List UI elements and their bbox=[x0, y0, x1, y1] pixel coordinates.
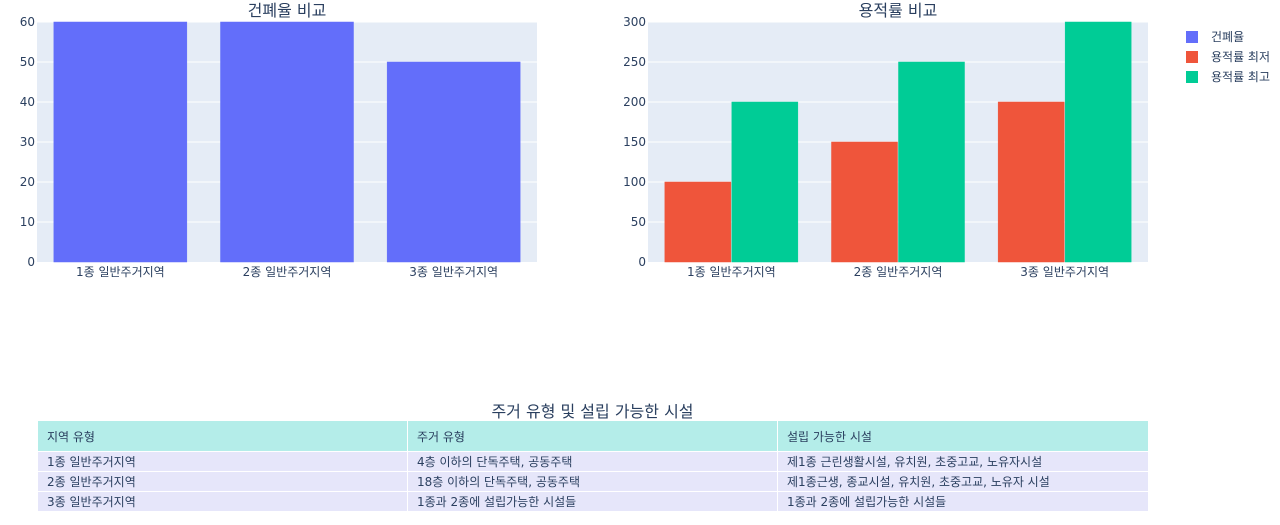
y-tick-label: 20 bbox=[20, 175, 35, 189]
y-tick-label: 200 bbox=[623, 95, 646, 109]
table-cell: 2종 일반주거지역 bbox=[37, 471, 408, 492]
header-cell: 주거 유형 bbox=[407, 420, 778, 452]
header-cell: 지역 유형 bbox=[37, 420, 408, 452]
x-tick-label: 1종 일반주거지역 bbox=[687, 265, 776, 279]
table-row: 1종 일반주거지역 4층 이하의 단독주택, 공동주택 제1종 근린생활시설, … bbox=[37, 451, 1149, 472]
table-cell: 3종 일반주거지역 bbox=[37, 491, 408, 512]
bar bbox=[664, 181, 732, 263]
x-axis-ticks: 1종 일반주거지역 2종 일반주거지역 3종 일반주거지역 bbox=[687, 265, 1109, 279]
table-cell: 1종과 2종에 설립가능한 시설들 bbox=[407, 491, 778, 512]
table-cell: 제1종 근린생활시설, 유치원, 초중고교, 노유자시설 bbox=[777, 451, 1149, 472]
chart-coverage-ratio: 0 10 20 30 40 50 60 1종 일반주거지역 2종 일반주거지역 3종 일반주거지… bbox=[20, 1, 537, 279]
chart-floor-area-ratio: 0 50 100 150 200 250 300 1종 일반주거지역 2종 일반주거지역 3종 … bbox=[623, 1, 1148, 279]
y-tick-label: 10 bbox=[20, 215, 35, 229]
bar bbox=[220, 21, 354, 263]
legend-item-label[interactable]: 건폐율 bbox=[1211, 30, 1244, 44]
table-row: 2종 일반주거지역 18층 이하의 단독주택, 공동주택 제1종근생, 종교시설… bbox=[37, 471, 1149, 492]
bar bbox=[997, 101, 1065, 263]
x-tick-label: 3종 일반주거지역 bbox=[409, 265, 498, 279]
bar bbox=[386, 61, 521, 263]
y-tick-label: 300 bbox=[623, 15, 646, 29]
x-tick-label: 2종 일반주거지역 bbox=[854, 265, 943, 279]
table-cell: 1종 일반주거지역 bbox=[37, 451, 408, 472]
y-tick-label: 150 bbox=[623, 135, 646, 149]
y-tick-label: 40 bbox=[20, 95, 35, 109]
table-cell: 제1종근생, 종교시설, 유치원, 초중고교, 노유자 시설 bbox=[777, 471, 1149, 492]
bars bbox=[664, 21, 1132, 263]
x-tick-label: 3종 일반주거지역 bbox=[1020, 265, 1109, 279]
bar bbox=[831, 141, 898, 263]
y-tick-label: 100 bbox=[623, 175, 646, 189]
legend-item-label[interactable]: 용적률 최저 bbox=[1211, 50, 1270, 64]
legend-swatch[interactable] bbox=[1186, 51, 1198, 63]
legend-swatch[interactable] bbox=[1186, 71, 1198, 83]
charts-canvas: 0 10 20 30 40 50 60 1종 일반주거지역 2종 일반주거지역 3종 일반주거지… bbox=[20, 1, 1270, 279]
x-tick-label: 2종 일반주거지역 bbox=[243, 265, 332, 279]
table-title: 주거 유형 및 설립 가능한 시설 bbox=[491, 402, 694, 421]
y-tick-label: 0 bbox=[638, 255, 646, 269]
bar bbox=[53, 21, 188, 263]
legend-swatch[interactable] bbox=[1186, 31, 1198, 43]
bars bbox=[53, 21, 521, 263]
y-axis-ticks: 0 10 20 30 40 50 60 bbox=[20, 15, 35, 269]
y-tick-label: 250 bbox=[623, 55, 646, 69]
bar bbox=[1064, 21, 1132, 263]
y-tick-label: 30 bbox=[20, 135, 35, 149]
chart-title: 용적률 비교 bbox=[859, 1, 938, 20]
x-tick-label: 1종 일반주거지역 bbox=[76, 265, 165, 279]
chart-title: 건폐율 비교 bbox=[248, 1, 327, 20]
y-tick-label: 60 bbox=[20, 15, 35, 29]
y-tick-label: 50 bbox=[20, 55, 35, 69]
zoning-table: 지역 유형 주거 유형 설립 가능한 시설 1종 일반주거지역 4층 이하의 단… bbox=[37, 420, 1149, 512]
header-cell: 설립 가능한 시설 bbox=[777, 420, 1149, 452]
y-tick-label: 50 bbox=[631, 215, 646, 229]
table-cell: 18층 이하의 단독주택, 공동주택 bbox=[407, 471, 778, 492]
x-axis-ticks: 1종 일반주거지역 2종 일반주거지역 3종 일반주거지역 bbox=[76, 265, 498, 279]
table-cell: 1종과 2종에 설립가능한 시설들 bbox=[777, 491, 1149, 512]
bar bbox=[898, 61, 965, 263]
gridlines bbox=[648, 21, 1148, 223]
table-header-row: 지역 유형 주거 유형 설립 가능한 시설 bbox=[37, 420, 1149, 452]
legend-item-label[interactable]: 용적률 최고 bbox=[1211, 70, 1270, 84]
y-tick-label: 0 bbox=[27, 255, 35, 269]
table-row: 3종 일반주거지역 1종과 2종에 설립가능한 시설들 1종과 2종에 설립가능… bbox=[37, 491, 1149, 512]
bar bbox=[731, 101, 799, 263]
y-axis-ticks: 0 50 100 150 200 250 300 bbox=[623, 15, 646, 269]
table-cell: 4층 이하의 단독주택, 공동주택 bbox=[407, 451, 778, 472]
